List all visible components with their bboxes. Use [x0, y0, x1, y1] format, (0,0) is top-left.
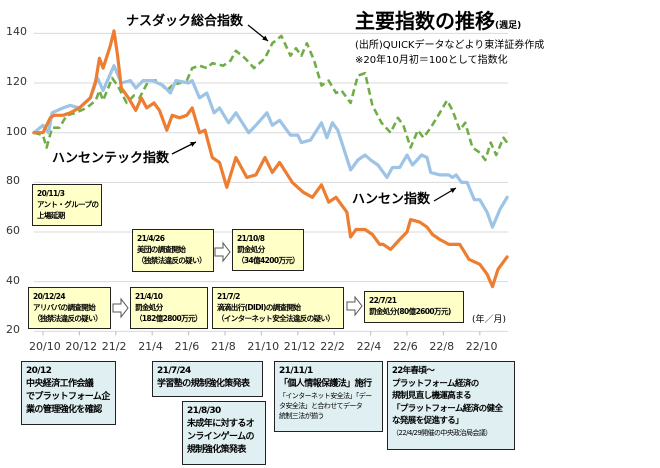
- event-text: な発展を促進する」: [392, 416, 464, 426]
- event-date: 21/4/10: [135, 292, 163, 301]
- hsi-series-label: ハンセン指数: [352, 192, 431, 207]
- y-tick-label: 40: [6, 273, 20, 287]
- hstech-series-label: ハンセンテック指数: [52, 151, 170, 166]
- event-text: 未成年に対するオ: [187, 419, 255, 429]
- event-text: 業の管理強化を確認: [26, 405, 102, 415]
- event-text: 罰金処分: [237, 245, 265, 254]
- event-text: 罰金処分: [135, 303, 163, 312]
- event-text: ンラインゲームの: [187, 432, 255, 442]
- event-box-meituan-fine: 21/10/8 罰金処分 （34億4200万元）: [232, 229, 304, 271]
- event-date: 22年春頃～: [392, 366, 435, 376]
- y-tick-label: 80: [6, 174, 20, 188]
- event-date: 21/7/24: [157, 366, 191, 376]
- event-date: 21/11/1: [279, 366, 313, 376]
- x-tick-label: 20/12: [65, 340, 98, 353]
- event-box-alibaba: 20/12/24 アリババの調査開始 （独禁法違反の疑い）: [28, 287, 111, 329]
- x-tick-label: 22/8: [429, 340, 455, 353]
- event-box-didi-fine: 22/7/21 罰金処分(80億2600万元): [364, 291, 464, 323]
- event-box-gaming: 21/8/30 未成年に対するオ ンラインゲームの 規制強化策発表: [182, 401, 266, 465]
- event-note: 「インターネット安全法」「デー: [279, 392, 372, 400]
- event-text: 規制見直し機運高まる: [392, 391, 472, 401]
- event-text: でプラットフォーム企: [26, 392, 110, 402]
- event-text: 規制強化策発表: [187, 445, 246, 455]
- x-tick-label: 21/6: [174, 340, 200, 353]
- event-text: アント・グループの: [37, 200, 99, 209]
- event-box-ant-ipo: 20/11/3 アント・グループの 上場延期: [32, 184, 102, 226]
- event-text: 美団の調査開始: [137, 245, 186, 254]
- event-date: 20/11/3: [37, 189, 65, 198]
- y-tick-label: 140: [6, 25, 27, 39]
- event-note: 統制三法が揃う: [279, 412, 324, 420]
- event-text: 滴滴出行(DIDI)の調査開始: [217, 303, 301, 312]
- x-tick-label: 21/12: [283, 340, 316, 353]
- x-tick-label: 21/2: [101, 340, 127, 353]
- source-note: (出所)QUICKデータなどより東洋証券作成: [355, 40, 545, 51]
- event-box-meituan: 21/4/26 美団の調査開始 （独禁法違反の疑い）: [132, 229, 214, 272]
- event-text: （34億4200万元）: [237, 256, 300, 265]
- event-text: 中央経済工作会議: [26, 379, 94, 389]
- event-text: （インターネット安全法違反の疑い）: [217, 314, 335, 323]
- event-box-tutoring: 21/7/24 学習塾の規制強化策発表: [152, 361, 263, 397]
- event-date: 20/12: [26, 366, 52, 376]
- event-date: 21/7/2: [217, 292, 240, 301]
- event-date: 21/10/8: [237, 234, 265, 243]
- event-text: 上場延期: [37, 211, 65, 220]
- event-text: 「プラットフォーム経済の健全: [392, 403, 503, 414]
- event-text: 罰金処分(80億2600万元): [369, 307, 451, 316]
- nasdaq-line: [33, 34, 509, 162]
- x-tick-label: 22/6: [393, 340, 418, 353]
- y-tick-label: 100: [6, 124, 27, 138]
- event-box-didi: 21/7/2 滴滴出行(DIDI)の調査開始 （インターネット安全法違反の疑い）: [212, 287, 344, 329]
- x-tick-label: 21/4: [138, 340, 163, 353]
- event-note: タ安全法」と合わせてデータ: [279, 402, 363, 410]
- event-note: （22/4/29開催の中央政治局会議）: [392, 428, 492, 437]
- nasdaq-series-label: ナスダック総合指数: [126, 14, 244, 29]
- title-suffix: (週足): [495, 21, 522, 31]
- x-unit-label: (年／月): [472, 315, 507, 325]
- x-tick-label: 21/8: [211, 340, 236, 353]
- event-box-platform-economy: 22年春頃～ プラットフォーム経済の 規制見直し機運高まる「プラットフォーム経済の健…: [387, 361, 515, 450]
- event-text: 「個人情報保護法」施行: [279, 379, 372, 389]
- y-tick-label: 60: [6, 224, 20, 238]
- hstech-pointer-arrow-head: [190, 142, 196, 147]
- event-box-cewc: 20/12 中央経済工作会議でプラットフォーム企 業の管理強化を確認: [21, 361, 116, 425]
- x-tick-label: 21/10: [247, 340, 280, 353]
- event-box-privacy-law: 21/11/1 「個人情報保護法」施行 「インターネット安全法」「デー タ安全法」と合…: [274, 361, 383, 432]
- hstech-line: [32, 29, 509, 289]
- event-text: アリババの調査開始: [33, 303, 96, 312]
- event-date: 20/12/24: [33, 292, 66, 301]
- event-text: プラットフォーム経済の: [392, 378, 479, 389]
- chart-title: 主要指数の推移(週足): [355, 5, 521, 34]
- x-tick-label: 22/2: [320, 340, 345, 353]
- flow-arrow-icon: [214, 241, 231, 263]
- x-tick-label: 22/10: [465, 340, 498, 353]
- flow-arrow-icon: [112, 297, 129, 319]
- event-date: 22/7/21: [369, 296, 397, 305]
- index-note: ※20年10月初＝100として指数化: [355, 55, 508, 66]
- title-text: 主要指数の推移: [355, 9, 495, 33]
- event-date: 21/8/30: [187, 406, 221, 416]
- y-tick-label: 120: [6, 75, 27, 89]
- nasdaq-pointer-arrow-head: [262, 35, 268, 41]
- hsi-pointer-arrow-head: [450, 188, 456, 193]
- event-date: 21/4/26: [137, 234, 165, 243]
- event-text: （独禁法違反の疑い）: [137, 256, 207, 265]
- event-box-alibaba-fine: 21/4/10 罰金処分 （182億2800万元）: [130, 287, 208, 329]
- y-tick-label: 20: [6, 323, 20, 337]
- flow-arrow-icon: [346, 295, 363, 317]
- event-text: （独禁法違反の疑い）: [33, 314, 103, 323]
- x-tick-label: 20/10: [29, 340, 61, 353]
- event-text: 学習塾の規制強化策発表: [157, 379, 250, 389]
- event-text: （182億2800万元）: [135, 314, 202, 323]
- x-tick-label: 22/4: [356, 340, 382, 353]
